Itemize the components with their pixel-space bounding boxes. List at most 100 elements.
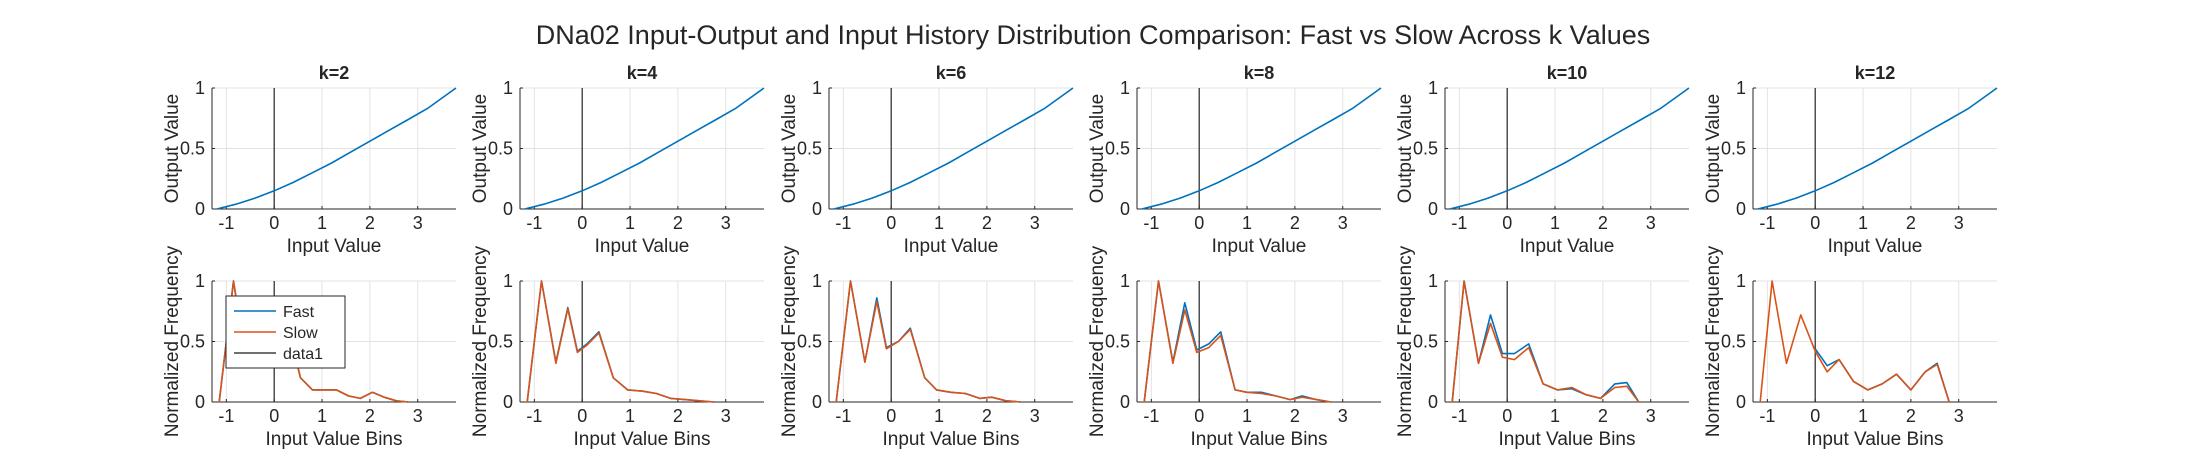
y-tick-label: 1	[812, 78, 822, 98]
y-tick-label: 1	[1736, 78, 1746, 98]
y-tick-label: 0.5	[1105, 332, 1130, 352]
subplot-title: k=4	[627, 63, 658, 83]
x-tick-label: 1	[1242, 406, 1252, 426]
x-tick-label: 1	[1858, 213, 1868, 233]
y-axis-label: Normalized Frequency	[779, 245, 800, 437]
y-axis-label: Output Value	[1087, 94, 1108, 204]
y-tick-label: 1	[195, 78, 205, 98]
x-axis-label: Input Value	[1520, 236, 1615, 257]
subplot-title: k=8	[1244, 63, 1275, 83]
x-tick-label: -1	[1759, 213, 1775, 233]
y-tick-label: 1	[503, 271, 513, 291]
x-axis-label: Input Value	[904, 236, 999, 257]
series-line-slow	[1143, 280, 1331, 403]
subplot-title: k=12	[1855, 63, 1896, 83]
x-tick-label: 1	[934, 406, 944, 426]
y-axis-label: Output Value	[162, 94, 183, 204]
x-tick-label: 0	[577, 213, 587, 233]
y-axis-label: Output Value	[779, 94, 800, 204]
series-line-fast	[1757, 87, 1998, 210]
y-axis-label: Normalized Frequency	[1703, 245, 1724, 437]
y-tick-label: 1	[812, 271, 822, 291]
y-tick-label: 0.5	[1105, 139, 1130, 159]
x-tick-label: 2	[365, 406, 375, 426]
x-tick-label: 1	[625, 213, 635, 233]
legend: Fast Slow data1	[225, 295, 346, 369]
series-line-slow	[526, 280, 714, 403]
y-tick-label: 1	[195, 271, 205, 291]
x-tick-label: 1	[1858, 406, 1868, 426]
subplot-title: k=10	[1547, 63, 1588, 83]
y-tick-label: 1	[1428, 271, 1438, 291]
x-tick-label: -1	[1451, 213, 1467, 233]
y-tick-label: 0.5	[180, 332, 205, 352]
legend-label-slow: Slow	[283, 325, 318, 342]
y-axis-label: Normalized Frequency	[1395, 245, 1416, 437]
x-tick-label: -1	[1759, 406, 1775, 426]
y-tick-label: 0.5	[488, 332, 513, 352]
y-tick-label: 0	[1120, 199, 1130, 219]
x-tick-label: 0	[1502, 406, 1512, 426]
x-tick-label: -1	[526, 213, 542, 233]
series-line-fast	[1141, 87, 1382, 210]
series-line-fast	[524, 87, 765, 210]
x-tick-label: -1	[218, 213, 234, 233]
x-tick-label: 3	[1646, 406, 1656, 426]
y-tick-label: 0.5	[180, 139, 205, 159]
x-tick-label: 3	[721, 406, 731, 426]
x-axis-label: Input Value Bins	[883, 429, 1020, 450]
y-tick-label: 0.5	[797, 139, 822, 159]
x-tick-label: -1	[526, 406, 542, 426]
x-tick-label: -1	[835, 406, 851, 426]
x-tick-label: 3	[1954, 213, 1964, 233]
y-axis-label: Normalized Frequency	[162, 245, 183, 437]
y-tick-label: 0	[1736, 199, 1746, 219]
x-tick-label: 3	[721, 213, 731, 233]
x-tick-label: -1	[218, 406, 234, 426]
y-tick-label: 0	[503, 199, 513, 219]
x-tick-label: 1	[934, 213, 944, 233]
figure-title: DNa02 Input-Output and Input History Dis…	[536, 20, 1651, 50]
y-tick-label: 0	[1120, 392, 1130, 412]
subplot-io-3: -1 0 1 2 3 0 0.5 1 k=6 Input Value Output Value	[779, 63, 1074, 257]
y-tick-label: 0	[1428, 199, 1438, 219]
x-tick-label: 1	[317, 406, 327, 426]
y-axis-label: Output Value	[470, 94, 491, 204]
y-axis-label: Normalized Frequency	[470, 245, 491, 437]
x-axis-label: Input Value	[1828, 236, 1923, 257]
x-axis-label: Input Value	[1212, 236, 1307, 257]
x-tick-label: 2	[1598, 406, 1608, 426]
x-tick-label: 3	[1030, 213, 1040, 233]
x-tick-label: 3	[1646, 213, 1656, 233]
subplot-hist-4: -1 0 1 2 3 0 0.5 1 Input Value Bins Normalized Fr…	[1087, 245, 1381, 450]
x-tick-label: 0	[577, 406, 587, 426]
subplot-title: k=2	[319, 63, 350, 83]
y-tick-label: 0	[812, 199, 822, 219]
x-tick-label: 2	[673, 406, 683, 426]
y-tick-label: 0	[195, 392, 205, 412]
x-axis-label: Input Value	[595, 236, 690, 257]
x-tick-label: 1	[1550, 213, 1560, 233]
x-tick-label: 1	[1242, 213, 1252, 233]
series-line-fast	[1449, 87, 1690, 210]
y-tick-label: 1	[1428, 78, 1438, 98]
subplot-io-6: -1 0 1 2 3 0 0.5 1 k=12 Input Value Output Value	[1703, 63, 1998, 257]
x-tick-label: 2	[982, 213, 992, 233]
x-tick-label: -1	[835, 213, 851, 233]
x-tick-label: 3	[1954, 406, 1964, 426]
x-tick-label: 2	[673, 213, 683, 233]
y-tick-label: 0.5	[1721, 332, 1746, 352]
x-tick-label: 0	[1194, 213, 1204, 233]
x-tick-label: 0	[269, 213, 279, 233]
x-tick-label: -1	[1143, 213, 1159, 233]
series-line-fast	[216, 87, 457, 210]
x-axis-label: Input Value Bins	[1499, 429, 1636, 450]
y-axis-label: Normalized Frequency	[1087, 245, 1108, 437]
y-tick-label: 0	[503, 392, 513, 412]
subplot-hist-5: -1 0 1 2 3 0 0.5 1 Input Value Bins Normalized Fr…	[1395, 245, 1689, 450]
x-tick-label: 0	[1810, 406, 1820, 426]
x-tick-label: 0	[1194, 406, 1204, 426]
x-tick-label: 2	[1598, 213, 1608, 233]
y-tick-label: 0	[1736, 392, 1746, 412]
